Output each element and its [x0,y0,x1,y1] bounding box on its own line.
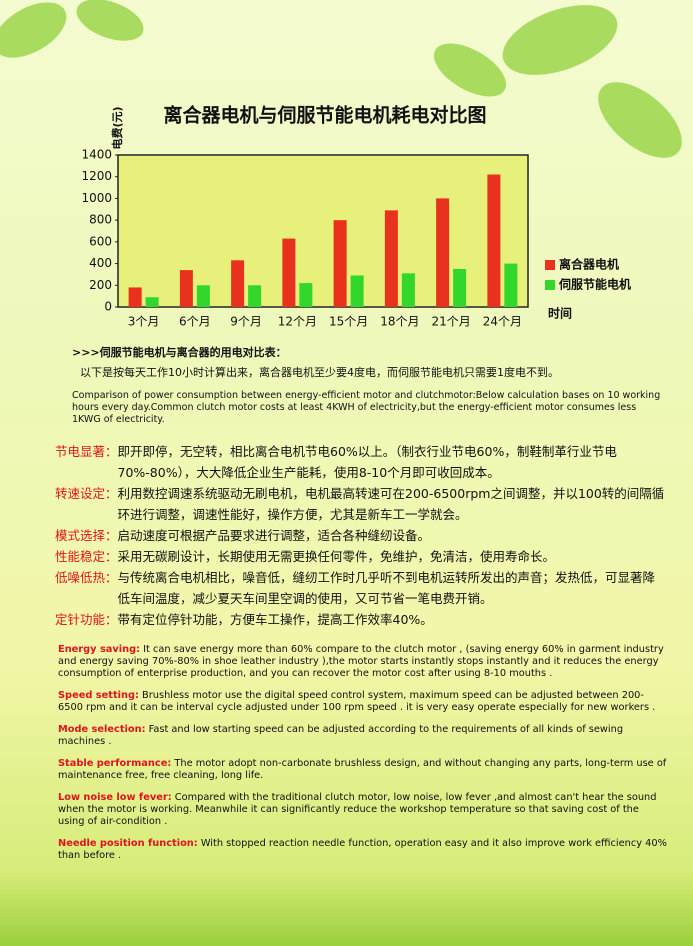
bar [487,174,501,307]
y-tick-label: 1400 [81,148,112,162]
compare-section: >>>伺服节能电机与离合器的用电对比表： 以下是按每天工作10小时计算出来，离合… [72,344,662,426]
x-tick-label: 12个月 [278,315,317,329]
english-feature: Stable performance: The motor adopt non-… [58,758,668,782]
y-tick-label: 400 [89,256,112,270]
y-tick-label: 800 [89,213,112,227]
feature-text: 与传统离合电机相比，噪音低，缝纫工作时几乎听不到电机运转所发出的声音；发热低，可… [117,570,656,606]
bar [504,263,518,307]
bar [299,283,313,307]
english-feature: Needle position function: With stopped r… [58,838,668,862]
english-feature-label: Energy saving: [58,644,141,655]
bar [350,275,364,307]
bar [401,273,415,307]
compare-english: Comparison of power consumption between … [72,390,661,425]
compare-heading: >>>伺服节能电机与离合器的用电对比表： [72,346,287,359]
legend-label: 伺服节能电机 [558,277,631,292]
english-feature-label: Mode selection: [58,724,146,735]
english-feature-label: Low noise low fever: [58,792,172,803]
x-tick-label: 3个月 [128,315,160,329]
bar [179,270,193,307]
english-feature: Speed setting: Brushless motor use the d… [58,690,668,714]
x-tick-label: 9个月 [230,315,262,329]
bar [128,287,142,307]
chart-title: 离合器电机与伺服节能电机耗电对比图 [163,104,486,127]
feature-text: 采用无碳刷设计，长期使用无需更换任何零件，免维护，免清洁，使用寿命长。 [117,549,556,564]
legend-swatch [545,280,555,290]
y-axis-label: 电费(元) [110,106,124,149]
bar [145,297,159,307]
bar [231,260,245,307]
x-tick-label: 24个月 [483,315,522,329]
y-tick-label: 1000 [81,191,112,205]
bar [248,285,262,307]
feature-row: 低噪低热： 与传统离合电机相比，噪音低，缝纫工作时几乎听不到电机运转所发出的声音；… [55,567,667,609]
feature-label: 模式选择： [55,528,118,543]
bar [453,269,467,307]
english-feature-label: Needle position function: [58,838,198,849]
english-feature: Mode selection: Fast and low starting sp… [58,724,668,748]
x-axis-label: 时间 [548,306,572,321]
feature-label: 低噪低热： [55,570,118,585]
legend-label: 离合器电机 [559,257,619,272]
feature-text: 启动速度可根据产品要求进行调整，适合各种缝纫设备。 [117,528,431,543]
english-feature-label: Speed setting: [58,690,139,701]
feature-row: 定针功能： 带有定位停针功能，方便车工操作，提高工作效率40%。 [55,609,667,630]
y-tick-label: 600 [89,234,112,248]
bar [282,238,296,307]
english-feature-text: It can save energy more than 60% compare… [58,644,664,679]
x-tick-label: 21个月 [431,315,470,329]
feature-text: 利用数控调速系统驱动无刷电机，电机最高转速可在200-6500rpm之间调整，并… [117,486,665,522]
bar [436,198,450,307]
feature-label: 定针功能： [55,612,118,627]
feature-label: 转速设定： [55,486,118,501]
compare-line: 以下是按每天工作10小时计算出来，离合器电机至少要4度电，而伺服节能电机只需要1… [80,366,559,379]
feature-label: 性能稳定： [55,549,118,564]
chart: 离合器电机与伺服节能电机耗电对比图 电费(元) 时间 0 200 400 600 800… [0,0,682,329]
bar [196,285,210,307]
y-tick-label: 0 [104,300,112,314]
feature-text: 带有定位停针功能，方便车工操作，提高工作效率40%。 [117,612,433,627]
x-tick-label: 18个月 [380,315,419,329]
feature-label: 节电显著： [55,444,118,459]
legend-swatch [545,260,555,270]
feature-text: 即开即停，无空转，相比离合电机节电60%以上。（制衣行业节电60%，制鞋制革行业… [117,444,617,480]
features-cn: 节电显著： 即开即停，无空转，相比离合电机节电60%以上。（制衣行业节电60%，制… [55,441,667,630]
y-tick-label: 200 [89,278,112,292]
english-feature-text: Compared with the traditional clutch mot… [58,792,657,827]
english-feature: Low noise low fever: Compared with the t… [58,792,668,828]
feature-row: 模式选择： 启动速度可根据产品要求进行调整，适合各种缝纫设备。 [55,525,667,546]
leaves [0,0,682,158]
feature-row: 转速设定： 利用数控调速系统驱动无刷电机，电机最高转速可在200-6500rpm之… [55,483,667,525]
english-feature-label: Stable performance: [58,758,172,769]
plot-area [117,154,529,308]
english-feature: Energy saving: It can save energy more t… [58,644,668,680]
y-tick-label: 1200 [81,169,112,183]
english-feature-text: Brushless motor use the digital speed co… [58,690,656,713]
english-feature-text: The motor adopt non-carbonate brushless … [58,758,667,781]
x-tick-label: 6个月 [179,315,211,329]
bar [333,220,347,307]
english-feature-text: Fast and low starting speed can be adjus… [58,724,624,747]
features-en: Energy saving: It can save energy more t… [58,644,668,872]
feature-row: 性能稳定： 采用无碳刷设计，长期使用无需更换任何零件，免维护，免清洁，使用寿命长。 [55,546,667,567]
bar [384,210,398,307]
x-tick-label: 15个月 [329,315,368,329]
feature-row: 节电显著： 即开即停，无空转，相比离合电机节电60%以上。（制衣行业节电60%，制… [55,441,667,483]
english-feature-text: With stopped reaction needle function, o… [58,838,667,861]
